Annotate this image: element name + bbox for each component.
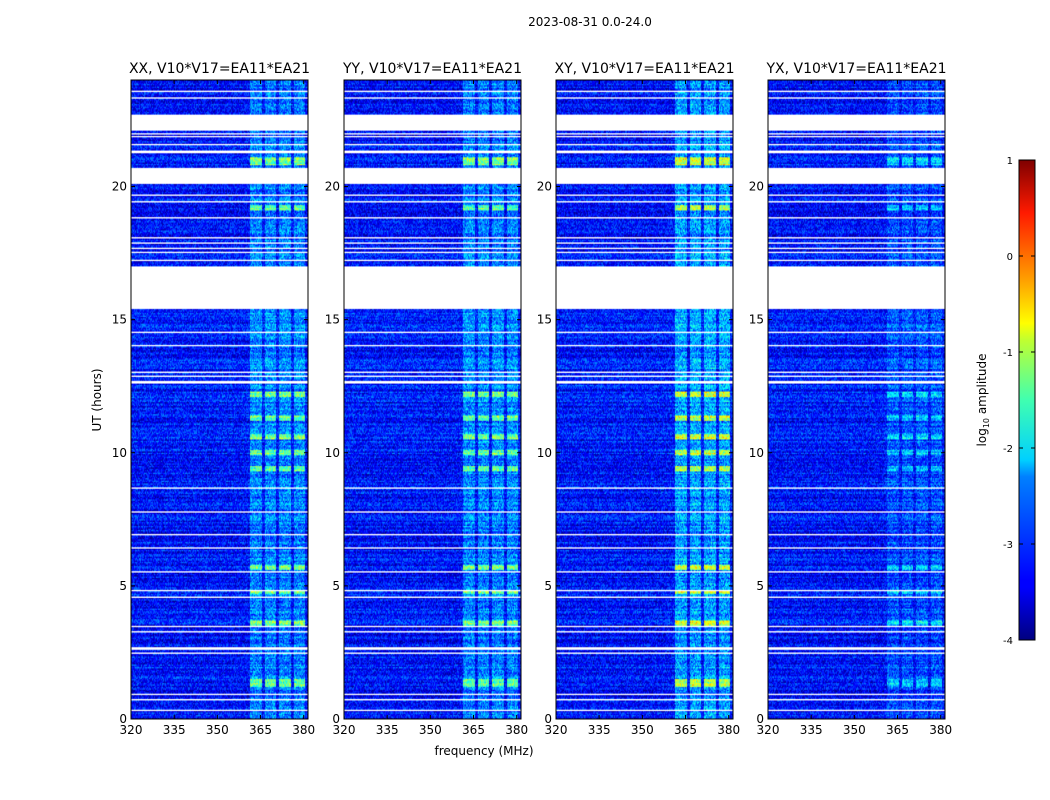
y-tick-label: 0 — [756, 712, 764, 726]
heatmap-image — [768, 80, 945, 719]
y-tick-label: 0 — [332, 712, 340, 726]
x-tick-label: 380 — [505, 723, 528, 737]
panel-frame — [343, 79, 522, 720]
y-tick-label: 20 — [325, 180, 340, 194]
y-tick-label: 15 — [112, 313, 127, 327]
y-tick-label: 5 — [544, 579, 552, 593]
colorbar-tick-label: -1 — [1003, 348, 1013, 359]
x-axis-label: frequency (MHz) — [434, 744, 533, 758]
y-tick-label: 20 — [537, 180, 552, 194]
colorbar-tick-label: 1 — [1007, 156, 1013, 167]
x-tick-label: 350 — [631, 723, 654, 737]
x-tick-label: 320 — [120, 723, 143, 737]
colorbar-tick-label: -2 — [1003, 444, 1013, 455]
y-tick-label: 5 — [119, 579, 127, 593]
panel-frame — [767, 79, 946, 720]
x-tick-label: 350 — [843, 723, 866, 737]
y-tick-label: 20 — [749, 180, 764, 194]
figure-suptitle: 2023-08-31 0.0-24.0 — [528, 15, 652, 29]
x-tick-label: 320 — [333, 723, 356, 737]
panel-title: YX, V10*V17=EA11*EA21 — [765, 61, 946, 77]
x-tick-label: 380 — [292, 723, 315, 737]
x-tick-label: 335 — [800, 723, 823, 737]
x-tick-label: 365 — [462, 723, 485, 737]
panel-frame — [130, 79, 309, 720]
colorbar-tick-label: -3 — [1003, 540, 1013, 551]
x-tick-label: 335 — [163, 723, 186, 737]
y-tick-label: 10 — [325, 446, 340, 460]
y-tick-label: 10 — [749, 446, 764, 460]
panels-group: XX, V10*V17=EA11*EA21 320 335 350 365 380 0 5 10… — [112, 61, 952, 737]
x-tick-label: 365 — [249, 723, 272, 737]
panel-frame — [555, 79, 734, 720]
x-tick-label: 320 — [545, 723, 568, 737]
x-tick-label: 365 — [886, 723, 909, 737]
panel-title: YY, V10*V17=EA11*EA21 — [342, 61, 522, 77]
x-tick-label: 380 — [717, 723, 740, 737]
y-tick-label: 10 — [537, 446, 552, 460]
panel-title: XY, V10*V17=EA11*EA21 — [554, 61, 734, 77]
y-axis-label: UT (hours) — [90, 368, 104, 431]
panel-3: YX, V10*V17=EA11*EA21 320 335 350 365 380 0 5 10… — [749, 61, 952, 737]
panel-1: YY, V10*V17=EA11*EA21 320 335 350 365 380 0 5 10… — [325, 61, 528, 737]
colorbar-tick-label: -4 — [1003, 636, 1013, 647]
x-tick-label: 350 — [419, 723, 442, 737]
colorbar-label-log: log — [975, 428, 989, 446]
y-tick-label: 0 — [544, 712, 552, 726]
y-tick-label: 15 — [537, 313, 552, 327]
colorbar-label-rest: amplitude — [975, 354, 989, 418]
heatmap-image — [131, 80, 308, 719]
x-tick-label: 365 — [674, 723, 697, 737]
y-tick-label: 15 — [325, 313, 340, 327]
x-tick-label: 335 — [588, 723, 611, 737]
heatmap-image — [344, 80, 521, 719]
y-tick-label: 20 — [112, 180, 127, 194]
colorbar-tick-label: 0 — [1007, 252, 1013, 263]
y-tick-label: 10 — [112, 446, 127, 460]
panel-2: XY, V10*V17=EA11*EA21 320 335 350 365 380 0 5 10… — [537, 61, 740, 737]
panel-title: XX, V10*V17=EA11*EA21 — [129, 61, 310, 77]
panel-0: XX, V10*V17=EA11*EA21 320 335 350 365 380 0 5 10… — [112, 61, 315, 737]
x-tick-label: 350 — [206, 723, 229, 737]
heatmap-image — [556, 80, 733, 719]
y-tick-label: 15 — [749, 313, 764, 327]
y-tick-label: 5 — [332, 579, 340, 593]
x-tick-label: 335 — [376, 723, 399, 737]
x-tick-label: 380 — [929, 723, 952, 737]
x-tick-label: 320 — [757, 723, 780, 737]
y-tick-label: 5 — [756, 579, 764, 593]
colorbar-gradient — [1018, 159, 1036, 641]
y-tick-label: 0 — [119, 712, 127, 726]
colorbar-label-subscript: 10 — [982, 418, 991, 428]
colorbar-label: log10 amplitude — [975, 354, 991, 447]
colorbar: 1 0 -1 -2 -3 -4 — [1003, 156, 1036, 647]
